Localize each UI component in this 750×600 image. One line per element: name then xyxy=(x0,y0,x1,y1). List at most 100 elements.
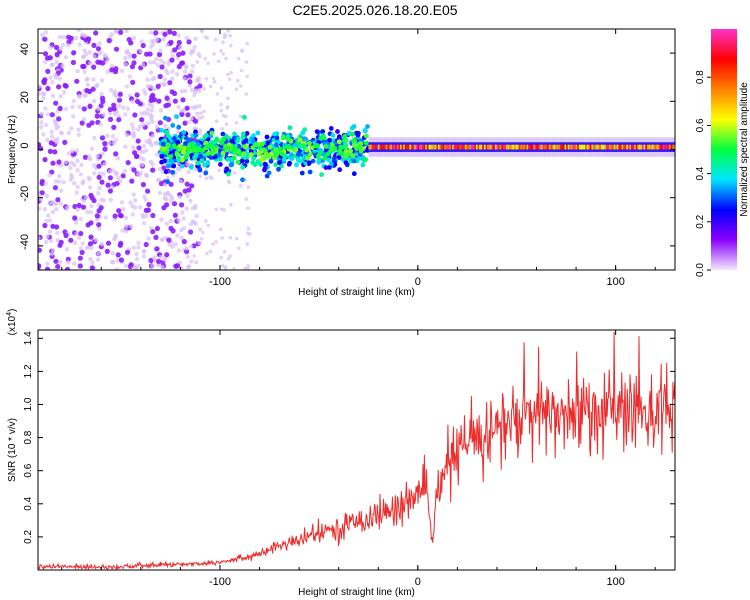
band-cell xyxy=(310,158,316,164)
noise-cell xyxy=(75,168,80,173)
noise-cell xyxy=(185,254,191,259)
noise-cell xyxy=(38,146,44,152)
band-cell xyxy=(166,163,171,169)
noise-cell xyxy=(59,163,64,168)
noise-cell xyxy=(80,181,85,186)
band-cell xyxy=(339,144,345,150)
band-cell xyxy=(315,143,321,149)
band-cell xyxy=(268,158,274,164)
noise-cell xyxy=(175,129,181,135)
noise-cell xyxy=(78,216,83,222)
noise-cell xyxy=(55,238,60,243)
noise-cell xyxy=(114,29,119,34)
band-cell xyxy=(190,143,196,149)
noise-cell xyxy=(50,200,55,205)
colorbar-tick-label: 0.8 xyxy=(695,70,706,84)
band-core xyxy=(483,144,486,150)
band-cell xyxy=(163,115,168,121)
noise-cell xyxy=(246,226,251,231)
band-cell xyxy=(325,151,331,157)
noise-cell xyxy=(97,171,103,176)
band-cell xyxy=(330,142,335,148)
band-cell xyxy=(299,170,305,176)
band-core xyxy=(605,144,608,150)
band-cell xyxy=(242,144,248,150)
noise-cell xyxy=(116,117,122,123)
noise-cell xyxy=(39,125,44,130)
noise-cell xyxy=(239,68,244,73)
noise-cell xyxy=(52,185,59,191)
noise-cell xyxy=(81,106,87,112)
noise-cell xyxy=(56,116,62,122)
noise-cell xyxy=(118,29,124,35)
noise-cell xyxy=(50,209,56,215)
noise-cell xyxy=(122,168,128,174)
band-cell xyxy=(314,129,320,135)
noise-cell xyxy=(75,158,80,163)
noise-cell xyxy=(193,167,198,172)
noise-cell xyxy=(204,219,208,223)
noise-cell xyxy=(61,42,66,48)
noise-cell xyxy=(229,43,233,48)
noise-cell xyxy=(170,244,175,249)
band-cell xyxy=(327,137,332,143)
noise-cell xyxy=(88,256,93,262)
noise-cell xyxy=(184,181,190,187)
noise-cell xyxy=(228,33,232,38)
noise-cell xyxy=(191,243,197,249)
noise-cell xyxy=(45,85,51,92)
band-cell xyxy=(219,140,225,146)
noise-cell xyxy=(99,78,105,83)
noise-cell xyxy=(187,73,193,79)
noise-cell xyxy=(87,241,94,247)
band-cell xyxy=(286,137,291,142)
band-core xyxy=(414,144,417,150)
noise-cell xyxy=(179,89,184,94)
band-cell xyxy=(356,143,362,149)
noise-cell xyxy=(162,31,168,37)
noise-cell xyxy=(41,91,46,96)
noise-cell xyxy=(71,114,76,119)
band-core xyxy=(419,144,421,150)
noise-cell xyxy=(123,229,129,234)
band-cell xyxy=(277,146,283,152)
band-core xyxy=(548,144,551,150)
noise-cell xyxy=(54,44,60,51)
noise-cell xyxy=(219,86,224,90)
band-core xyxy=(436,144,439,150)
band-cell xyxy=(262,165,268,171)
noise-cell xyxy=(123,263,129,269)
noise-cell xyxy=(62,139,68,145)
band-core xyxy=(425,144,428,150)
noise-cell xyxy=(181,225,187,231)
noise-cell xyxy=(211,76,216,81)
band-core xyxy=(643,144,646,150)
noise-cell xyxy=(128,200,133,205)
noise-cell xyxy=(212,52,216,56)
noise-cell xyxy=(182,69,188,74)
noise-cell xyxy=(101,171,106,176)
noise-cell xyxy=(43,106,48,111)
noise-cell xyxy=(136,127,141,132)
noise-cell xyxy=(187,79,193,85)
noise-cell xyxy=(125,160,131,166)
noise-cell xyxy=(42,157,48,163)
noise-cell xyxy=(105,240,112,246)
band-cell xyxy=(244,131,250,136)
band-core xyxy=(434,144,437,150)
noise-cell xyxy=(171,201,178,207)
noise-cell xyxy=(88,210,94,215)
noise-cell xyxy=(184,64,189,69)
noise-cell xyxy=(220,126,224,131)
noise-cell xyxy=(234,120,239,125)
band-core xyxy=(517,144,520,150)
noise-cell xyxy=(146,236,151,241)
band-core xyxy=(368,144,371,150)
noise-cell xyxy=(157,190,163,196)
noise-cell xyxy=(112,237,117,242)
noise-cell xyxy=(119,200,125,205)
band-core xyxy=(559,144,562,150)
noise-cell xyxy=(147,51,153,57)
noise-cell xyxy=(150,167,156,173)
noise-cell xyxy=(184,35,189,40)
